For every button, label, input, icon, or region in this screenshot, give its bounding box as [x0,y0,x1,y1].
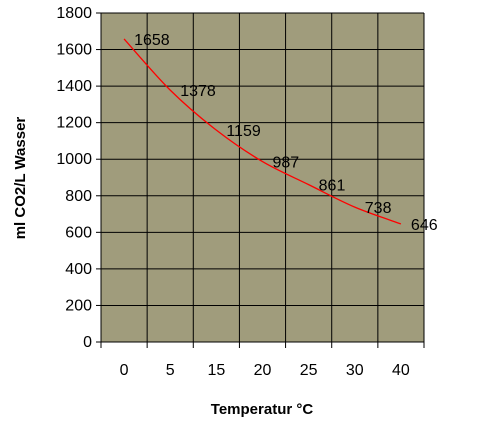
data-label: 1378 [180,83,216,100]
x-tick-label: 15 [207,362,225,379]
x-axis-title: Temperatur °C [211,401,314,418]
y-tick-label: 1600 [56,42,92,59]
data-label: 646 [411,217,438,234]
data-label: 738 [365,200,392,217]
data-label: 987 [273,155,300,172]
x-tick-label: 20 [254,362,272,379]
series-line [123,38,402,225]
x-tick-label: 0 [120,362,129,379]
y-tick-label: 1200 [56,115,92,132]
y-tick-label: 0 [83,334,92,351]
y-tick-label: 600 [65,224,92,241]
y-tick-labels: 0 200 400 600 800 1000 1200 1400 1600 1800 [56,5,92,351]
x-tick-label: 40 [392,362,410,379]
y-tick-label: 1000 [56,151,92,168]
axes [96,12,425,348]
y-tick-label: 800 [65,188,92,205]
y-tick-label: 200 [65,297,92,314]
data-label: 1159 [226,123,261,140]
y-tick-label: 1400 [56,78,92,95]
x-tick-labels: 0 5 15 20 25 30 40 [120,362,410,379]
data-label: 861 [319,178,346,195]
y-axis-title: ml CO2/L Wasser [12,117,29,240]
data-label: 1658 [134,32,170,49]
data-labels: 1658 1378 1159 987 861 738 646 [134,32,438,234]
x-tick-label: 25 [300,362,318,379]
y-tick-label: 1800 [56,5,92,22]
plot-area [101,13,424,342]
y-tick-label: 400 [65,261,92,278]
x-tick-label: 30 [346,362,364,379]
x-tick-label: 5 [166,362,175,379]
